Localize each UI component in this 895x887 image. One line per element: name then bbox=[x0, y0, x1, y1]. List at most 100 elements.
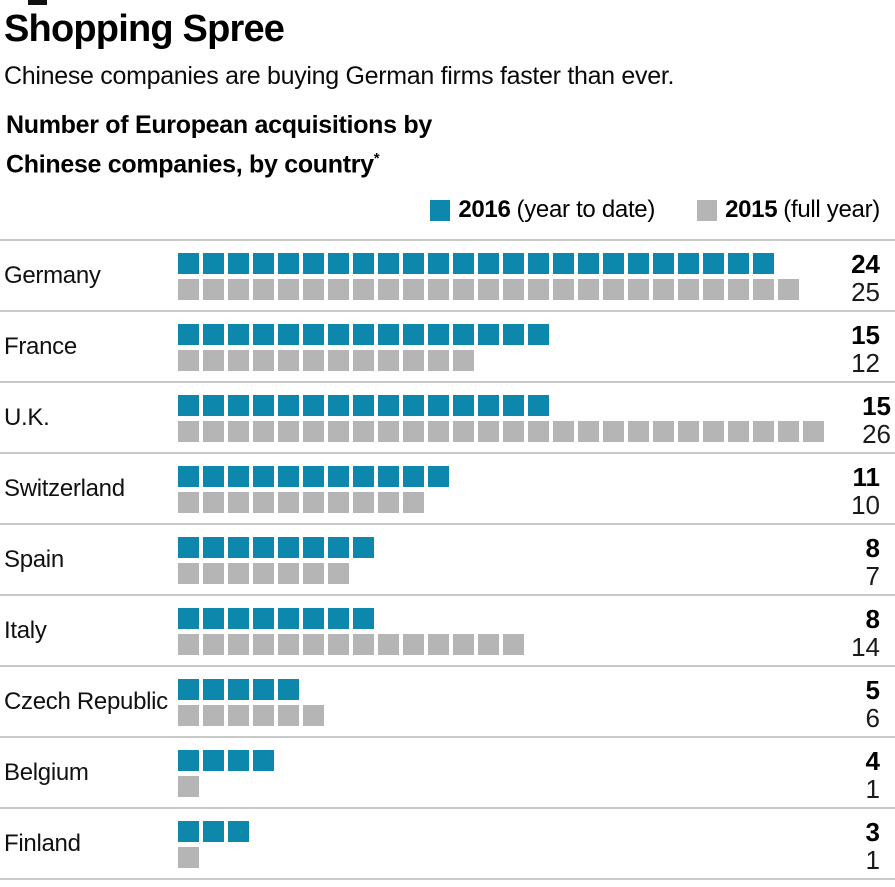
unit-square bbox=[503, 634, 524, 656]
bars-group bbox=[178, 383, 824, 452]
unit-square bbox=[453, 279, 474, 301]
unit-square bbox=[178, 634, 199, 656]
legend-swatch-2016-icon bbox=[430, 199, 451, 221]
unit-square bbox=[353, 634, 374, 656]
unit-square bbox=[503, 395, 524, 417]
unit-square bbox=[303, 421, 324, 443]
chart-row: U.K. 15 26 bbox=[0, 381, 895, 452]
unit-square bbox=[303, 634, 324, 656]
chart-row: France 15 12 bbox=[0, 310, 895, 381]
unit-square bbox=[178, 821, 199, 843]
unit-square bbox=[478, 421, 499, 443]
unit-square bbox=[228, 395, 249, 417]
unit-square bbox=[278, 705, 299, 727]
unit-square bbox=[178, 466, 199, 488]
unit-square bbox=[503, 279, 524, 301]
unit-square bbox=[403, 279, 424, 301]
unit-square bbox=[178, 324, 199, 346]
unit-square bbox=[253, 705, 274, 727]
unit-square bbox=[328, 563, 349, 585]
legend-year-2015: 2015 bbox=[725, 196, 778, 224]
unit-square bbox=[203, 395, 224, 417]
footnote-marker: * bbox=[373, 150, 380, 167]
unit-square bbox=[353, 492, 374, 514]
unit-square bbox=[353, 466, 374, 488]
unit-square bbox=[778, 279, 799, 301]
unit-square bbox=[403, 492, 424, 514]
unit-square bbox=[328, 279, 349, 301]
bar-2016 bbox=[178, 679, 813, 701]
unit-square bbox=[178, 563, 199, 585]
unit-square bbox=[478, 395, 499, 417]
unit-square bbox=[678, 279, 699, 301]
unit-square bbox=[303, 492, 324, 514]
unit-square bbox=[253, 750, 274, 772]
unit-square bbox=[403, 634, 424, 656]
unit-square bbox=[703, 253, 724, 275]
chart-row: Italy 8 14 bbox=[0, 594, 895, 665]
bars-group bbox=[178, 809, 813, 878]
unit-square bbox=[303, 324, 324, 346]
unit-square bbox=[403, 395, 424, 417]
unit-square bbox=[228, 253, 249, 275]
unit-square bbox=[528, 324, 549, 346]
unit-square bbox=[403, 253, 424, 275]
unit-square bbox=[228, 608, 249, 630]
bar-2015 bbox=[178, 634, 813, 656]
unit-square bbox=[453, 421, 474, 443]
unit-square bbox=[203, 492, 224, 514]
unit-square bbox=[228, 492, 249, 514]
bar-2016 bbox=[178, 395, 824, 417]
unit-square bbox=[428, 253, 449, 275]
unit-square bbox=[628, 253, 649, 275]
unit-square bbox=[403, 421, 424, 443]
unit-square bbox=[203, 705, 224, 727]
value-2016: 11 bbox=[852, 462, 881, 493]
country-label: U.K. bbox=[4, 403, 50, 431]
unit-square bbox=[678, 253, 699, 275]
value-labels: 15 12 bbox=[813, 312, 895, 381]
unit-square bbox=[178, 253, 199, 275]
unit-square bbox=[253, 537, 274, 559]
unit-square bbox=[253, 279, 274, 301]
unit-square bbox=[478, 253, 499, 275]
unit-square bbox=[528, 279, 549, 301]
unit-square bbox=[203, 750, 224, 772]
unit-square bbox=[178, 705, 199, 727]
unit-square bbox=[278, 563, 299, 585]
unit-square bbox=[253, 350, 274, 372]
unit-square bbox=[278, 608, 299, 630]
unit-square bbox=[178, 421, 199, 443]
unit-square bbox=[503, 253, 524, 275]
unit-square-chart: Germany 24 25 France 15 12 U.K. 15 26 Switzerland… bbox=[0, 239, 895, 881]
unit-square bbox=[178, 279, 199, 301]
unit-square bbox=[228, 350, 249, 372]
unit-square bbox=[203, 608, 224, 630]
unit-square bbox=[353, 537, 374, 559]
unit-square bbox=[528, 253, 549, 275]
country-label: France bbox=[4, 332, 77, 360]
unit-square bbox=[728, 421, 749, 443]
unit-square bbox=[803, 421, 824, 443]
country-label: Switzerland bbox=[4, 474, 125, 502]
bar-2015 bbox=[178, 279, 813, 301]
unit-square bbox=[303, 563, 324, 585]
unit-square bbox=[278, 279, 299, 301]
unit-square bbox=[228, 634, 249, 656]
bar-2016 bbox=[178, 324, 813, 346]
unit-square bbox=[728, 253, 749, 275]
unit-square bbox=[578, 253, 599, 275]
unit-square bbox=[253, 253, 274, 275]
unit-square bbox=[328, 350, 349, 372]
unit-square bbox=[253, 421, 274, 443]
value-labels: 15 26 bbox=[824, 383, 895, 452]
unit-square bbox=[428, 395, 449, 417]
unit-square bbox=[278, 537, 299, 559]
unit-square bbox=[603, 279, 624, 301]
chart-row: Switzerland 11 10 bbox=[0, 452, 895, 523]
chart-row: Spain 8 7 bbox=[0, 523, 895, 594]
unit-square bbox=[453, 350, 474, 372]
unit-square bbox=[328, 324, 349, 346]
